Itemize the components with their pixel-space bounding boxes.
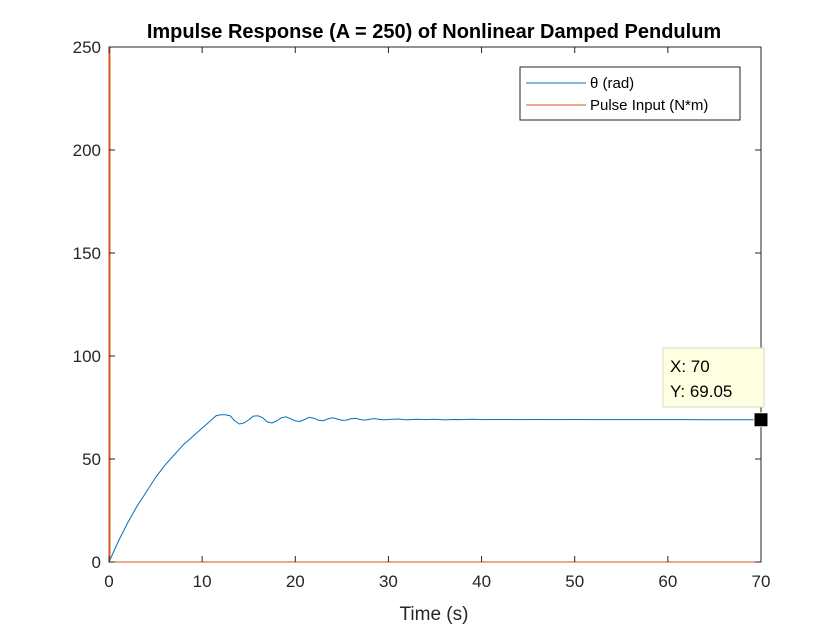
legend[interactable]: θ (rad) Pulse Input (N*m) xyxy=(519,66,741,121)
legend-label-0: θ (rad) xyxy=(590,75,634,92)
x-tick-label: 70 xyxy=(752,572,771,591)
x-axis: 0 10 20 30 40 50 60 70 xyxy=(104,47,770,591)
legend-label-1: Pulse Input (N*m) xyxy=(590,97,708,114)
axes-box xyxy=(108,46,762,563)
x-tick-label: 60 xyxy=(658,572,677,591)
y-tick-label: 150 xyxy=(73,244,101,263)
y-tick-label: 50 xyxy=(82,450,101,469)
plot-area xyxy=(108,46,762,563)
datatip-marker[interactable] xyxy=(753,412,769,428)
y-tick-label: 100 xyxy=(73,347,101,366)
x-tick-label: 0 xyxy=(104,572,113,591)
x-axis-label: Time (s) xyxy=(400,604,469,625)
y-axis: 0 50 100 150 200 250 xyxy=(73,38,761,572)
y-tick-label: 250 xyxy=(73,38,101,57)
x-tick-label: 50 xyxy=(565,572,584,591)
y-tick-label: 0 xyxy=(92,553,101,572)
x-tick-label: 40 xyxy=(472,572,491,591)
datatip[interactable]: X: 70 Y: 69.05 xyxy=(662,347,769,428)
x-tick-label: 30 xyxy=(379,572,398,591)
datatip-y-text: Y: 69.05 xyxy=(670,382,732,401)
x-tick-label: 20 xyxy=(286,572,305,591)
datatip-x-text: X: 70 xyxy=(670,357,710,376)
y-tick-label: 200 xyxy=(73,141,101,160)
x-tick-label: 10 xyxy=(193,572,212,591)
chart-title: Impulse Response (A = 250) of Nonlinear … xyxy=(147,21,721,43)
datatip-box xyxy=(662,347,765,408)
legend-box xyxy=(519,66,741,121)
series-line-0 xyxy=(108,414,761,563)
